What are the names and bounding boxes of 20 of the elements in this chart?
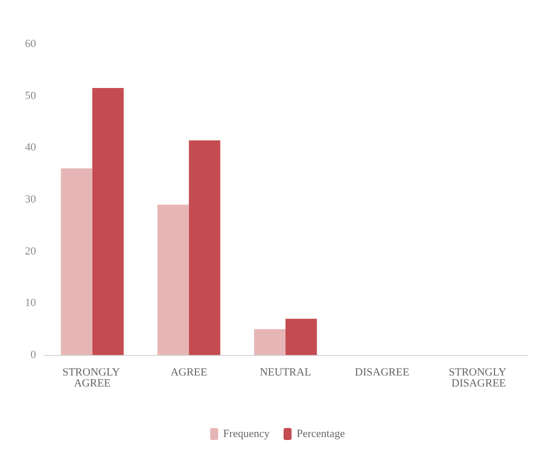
y-tick-label: 10	[25, 297, 36, 310]
x-tick-label: STRONGLY DISAGREE	[448, 366, 509, 390]
bar	[158, 204, 189, 355]
bar	[92, 88, 124, 355]
y-tick-label: 0	[30, 349, 36, 361]
x-tick-label: DISAGREE	[354, 366, 410, 378]
y-tick-label: 50	[25, 90, 36, 102]
y-tick-label: 40	[25, 142, 36, 154]
x-tick-label: NEUTRAL	[260, 366, 312, 378]
y-tick-label: 30	[25, 194, 36, 206]
y-tick-label: 20	[25, 245, 36, 258]
x-tick-label: AGREE	[170, 366, 208, 378]
legend-label: Percentage	[296, 428, 345, 440]
bar	[254, 329, 286, 355]
bar	[60, 168, 92, 355]
bar	[188, 140, 220, 355]
bar	[286, 318, 317, 355]
x-tick-label: STRONGLY AGREE	[62, 366, 122, 390]
legend-label: Frequency	[223, 428, 270, 440]
y-tick-label: 60	[25, 38, 36, 50]
